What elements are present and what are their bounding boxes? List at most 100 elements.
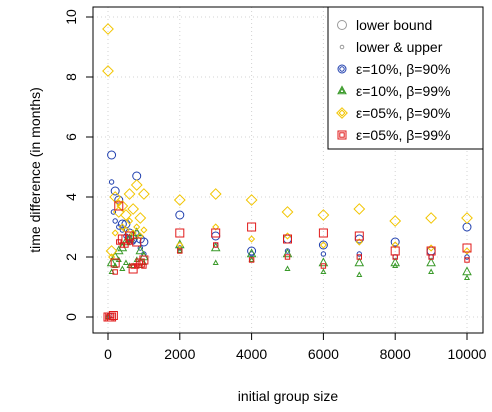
x-tick-label: 4000 (236, 346, 267, 362)
x-tick-label: 0 (104, 346, 112, 362)
series-group (103, 201, 472, 322)
legend-entry: ε=10%, β=99% (337, 83, 450, 99)
data-point-lower (281, 206, 294, 218)
data-point-lower (125, 231, 135, 241)
legend-label: ε=10%, β=99% (356, 83, 450, 99)
data-points (102, 23, 473, 322)
legend-entry: ε=05%, β=90% (336, 105, 450, 121)
data-point-upper (140, 226, 148, 234)
data-point-lower (389, 215, 402, 227)
data-point-lower (108, 311, 118, 320)
data-point-lower (211, 231, 221, 241)
data-point-lower (121, 236, 131, 246)
data-point-lower (245, 194, 258, 206)
data-point-lower (139, 237, 149, 247)
data-point-lower (318, 240, 328, 250)
x-tick-label: 10000 (448, 346, 487, 362)
legend-marker-inner (338, 109, 346, 117)
data-point-upper (108, 179, 115, 185)
y-tick-label: 6 (63, 133, 79, 141)
legend-label: ε=05%, β=90% (356, 105, 450, 121)
data-point-lower (426, 257, 436, 267)
y-tick-label: 0 (63, 313, 79, 321)
data-point-upper (355, 238, 363, 246)
data-point-lower (107, 312, 117, 322)
data-point-lower (461, 212, 473, 224)
legend-marker (337, 20, 347, 30)
legend-entry: lower bound (337, 17, 432, 33)
data-point-lower (130, 179, 143, 191)
data-point-lower (127, 203, 140, 215)
data-point-upper (320, 268, 327, 275)
data-point-upper (356, 271, 363, 278)
data-point-lower (113, 245, 124, 255)
data-point-lower (173, 194, 186, 206)
data-point-lower (283, 234, 292, 244)
data-point-lower (211, 228, 221, 238)
y-tick-label: 4 (63, 193, 79, 201)
x-axis-title: initial group size (238, 388, 339, 404)
data-point-lower (132, 237, 142, 247)
data-point-lower (102, 65, 114, 77)
data-point-lower (390, 246, 400, 256)
data-point-lower (317, 209, 330, 221)
data-point-lower (116, 200, 129, 212)
legend-marker-inner (339, 132, 345, 138)
data-point-lower (390, 257, 401, 267)
data-point-upper (110, 209, 117, 215)
legend-entry: ε=10%, β=90% (337, 61, 450, 77)
legend-label: lower bound (356, 17, 432, 33)
data-point-upper (118, 223, 126, 231)
data-point-upper (320, 263, 327, 269)
data-point-upper (112, 269, 118, 275)
data-point-lower (135, 245, 146, 255)
legend-marker-outer (337, 64, 347, 74)
data-point-lower (318, 228, 328, 238)
series-group (102, 23, 473, 261)
data-point-lower (209, 188, 222, 200)
data-point-upper (212, 223, 220, 231)
legend-marker-inner (339, 66, 345, 72)
legend-marker-outer (337, 85, 347, 95)
data-point-lower (105, 245, 118, 257)
data-point-lower (462, 243, 472, 253)
data-point-upper (356, 254, 363, 260)
data-point-lower (425, 212, 438, 224)
x-axis: 0 2000 4000 6000 8000 10000 (104, 332, 487, 362)
data-point-upper (212, 259, 219, 266)
y-tick-label: 10 (63, 9, 79, 25)
data-point-lower (120, 209, 132, 221)
data-point-upper (176, 247, 183, 254)
data-point-upper (463, 274, 471, 281)
data-point-upper (125, 217, 134, 225)
legend-marker-outer (337, 130, 347, 140)
data-point-lower (246, 248, 257, 258)
legend-marker (339, 44, 345, 50)
legend-label: ε=10%, β=90% (356, 61, 450, 77)
data-point-lower (117, 219, 127, 229)
data-point-lower (175, 210, 185, 220)
data-point-upper (248, 256, 255, 263)
data-point-upper (464, 257, 470, 263)
x-tick-label: 6000 (308, 346, 339, 362)
legend-label: lower & upper (356, 39, 443, 55)
data-point-lower (114, 201, 124, 211)
data-point-lower (134, 212, 147, 224)
data-point-lower (318, 257, 329, 267)
y-axis-title: time difference (in months) (27, 87, 43, 252)
data-point-upper (248, 257, 255, 263)
data-point-upper (284, 254, 291, 260)
x-tick-label: 2000 (164, 346, 195, 362)
data-point-lower (102, 23, 114, 35)
data-point-lower (175, 228, 185, 238)
data-point-upper (176, 241, 184, 249)
data-point-lower (128, 264, 138, 274)
data-point-upper (112, 218, 118, 224)
legend: lower bound lower & upper ε=10%, β=90% ε=10… (327, 6, 484, 150)
x-tick-label: 8000 (380, 346, 411, 362)
data-point-lower (354, 257, 365, 267)
data-point-upper (130, 263, 136, 269)
data-point-lower (390, 237, 400, 247)
data-point-upper (122, 259, 129, 266)
